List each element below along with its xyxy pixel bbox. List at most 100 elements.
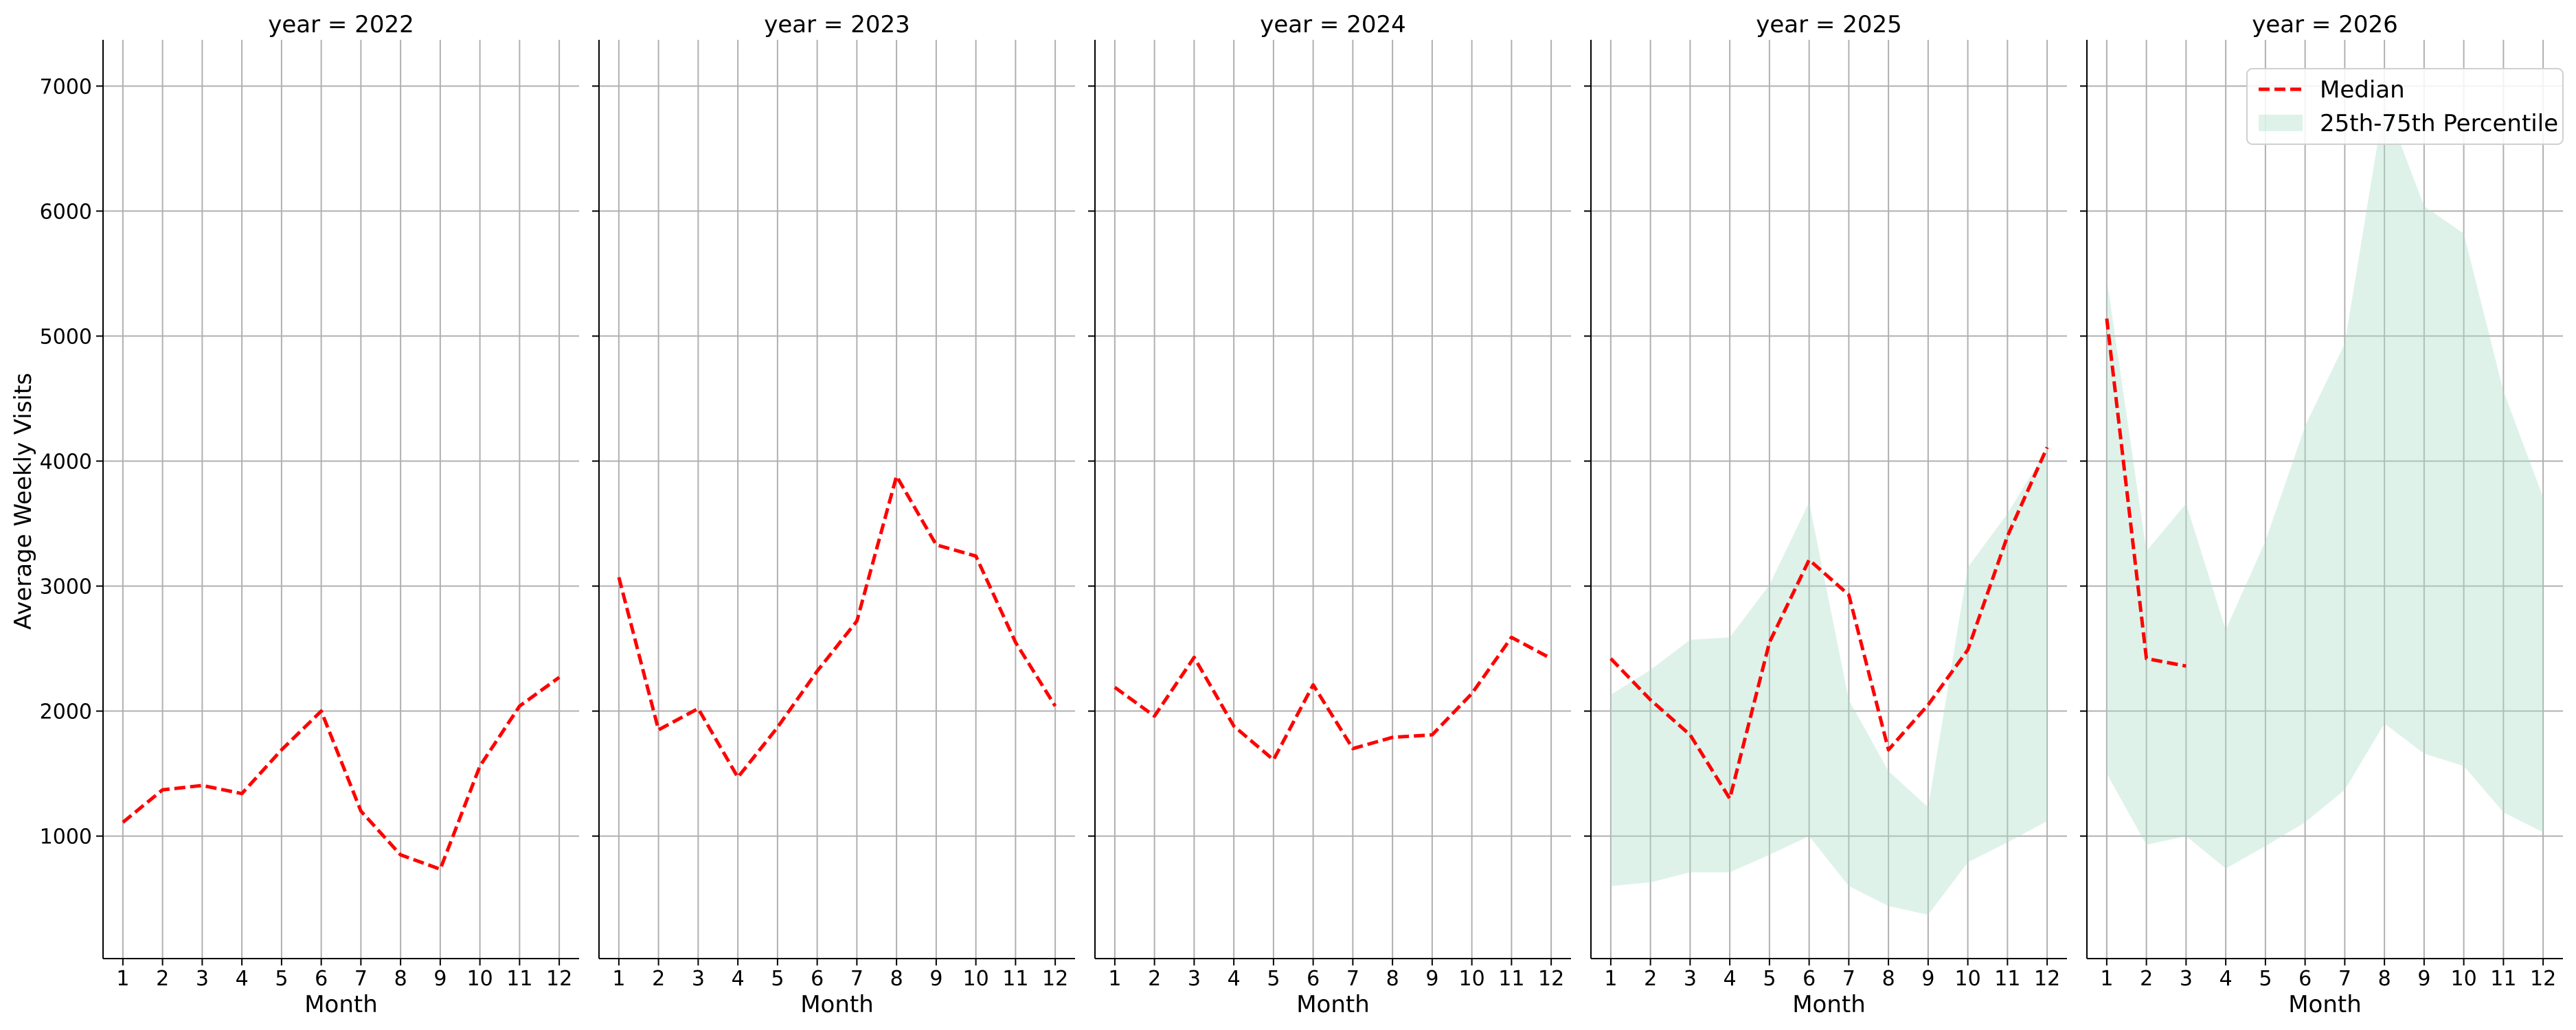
x-tick-label: 6 <box>315 967 328 991</box>
grid <box>2087 40 2563 959</box>
y-tick-label: 7000 <box>40 75 92 99</box>
y-axis-label: Average Weekly Visits <box>10 373 37 630</box>
x-tick-label: 7 <box>1346 967 1359 991</box>
grid <box>599 40 1075 959</box>
facet-title: year = 2024 <box>1260 11 1405 38</box>
percentile-band <box>2106 101 2544 869</box>
percentile-band <box>1610 448 2048 915</box>
facet-title: year = 2022 <box>268 11 414 38</box>
x-tick-label: 12 <box>2530 967 2556 991</box>
x-tick-label: 8 <box>1386 967 1399 991</box>
panels: 1 2 3 4 5 6 7 8 9 10 11 121000200030004000500060007… <box>40 11 2563 1018</box>
x-tick-label: 3 <box>2180 967 2193 991</box>
legend-median-label: Median <box>2320 76 2405 104</box>
x-tick-label: 7 <box>354 967 368 991</box>
x-tick-label: 4 <box>732 967 745 991</box>
x-axis-label: Month <box>1792 991 1866 1018</box>
x-axis-label: Month <box>800 991 874 1018</box>
legend-band-swatch <box>2259 115 2303 131</box>
legend-frame <box>2246 68 2564 145</box>
x-tick-label: 12 <box>546 967 572 991</box>
x-tick-label: 5 <box>1763 967 1776 991</box>
x-tick-label: 2 <box>652 967 665 991</box>
x-tick-label: 11 <box>1002 967 1028 991</box>
x-tick-label: 8 <box>394 967 407 991</box>
grid <box>103 40 579 959</box>
x-tick-label: 1 <box>1604 967 1617 991</box>
median-line <box>617 474 1057 779</box>
facet-title: year = 2025 <box>1756 11 1901 38</box>
legend: Median 25th-75th Percentile <box>2246 68 2564 145</box>
x-tick-label: 8 <box>2378 967 2391 991</box>
x-tick-label: 4 <box>1724 967 1737 991</box>
median-line <box>122 676 561 871</box>
median-line <box>1609 446 2049 801</box>
x-tick-label: 11 <box>1498 967 1524 991</box>
median-line <box>1114 635 1552 762</box>
x-tick-label: 5 <box>275 967 288 991</box>
x-tick-label: 9 <box>2417 967 2430 991</box>
x-axis-label: Month <box>304 991 378 1018</box>
x-tick-label: 9 <box>433 967 447 991</box>
x-axis-label: Month <box>1296 991 1370 1018</box>
x-tick-label: 5 <box>771 967 784 991</box>
grid <box>1095 40 1571 959</box>
x-tick-label: 12 <box>1042 967 1068 991</box>
x-tick-label: 12 <box>2034 967 2060 991</box>
legend-band-label: 25th-75th Percentile <box>2320 110 2558 137</box>
x-tick-label: 3 <box>1684 967 1697 991</box>
facet-title: year = 2026 <box>2252 11 2397 38</box>
facet-panel-1: 1 2 3 4 5 6 7 8 9 10 11 121000200030004000500060007… <box>40 11 579 1018</box>
x-axis-label: Month <box>2288 991 2362 1018</box>
x-tick-label: 4 <box>2219 967 2233 991</box>
x-tick-label: 10 <box>963 967 989 991</box>
x-tick-label: 1 <box>612 967 625 991</box>
median-line <box>2105 318 2187 668</box>
x-tick-label: 10 <box>1955 967 1981 991</box>
x-tick-label: 2 <box>2140 967 2153 991</box>
x-tick-label: 1 <box>2100 967 2113 991</box>
y-tick-label: 5000 <box>40 325 92 349</box>
x-tick-label: 11 <box>2490 967 2516 991</box>
x-tick-label: 2 <box>1148 967 1161 991</box>
x-tick-label: 6 <box>2298 967 2312 991</box>
x-tick-label: 11 <box>1994 967 2020 991</box>
facet-title: year = 2023 <box>764 11 909 38</box>
x-tick-label: 5 <box>2259 967 2272 991</box>
x-tick-label: 1 <box>116 967 129 991</box>
x-tick-label: 8 <box>890 967 903 991</box>
x-tick-label: 6 <box>811 967 824 991</box>
x-tick-label: 9 <box>1425 967 1438 991</box>
x-tick-label: 10 <box>2451 967 2477 991</box>
x-tick-label: 3 <box>196 967 209 991</box>
x-tick-label: 4 <box>236 967 249 991</box>
y-tick-label: 6000 <box>40 200 92 224</box>
x-tick-label: 6 <box>1803 967 1816 991</box>
x-tick-label: 12 <box>1538 967 1564 991</box>
y-tick-label: 2000 <box>40 700 92 724</box>
x-tick-label: 6 <box>1307 967 1320 991</box>
x-tick-label: 10 <box>1459 967 1485 991</box>
grid <box>1591 40 2067 959</box>
x-tick-label: 7 <box>2338 967 2351 991</box>
x-tick-label: 4 <box>1228 967 1241 991</box>
y-tick-label: 3000 <box>40 575 92 599</box>
x-tick-label: 3 <box>692 967 705 991</box>
x-tick-label: 7 <box>1842 967 1855 991</box>
x-tick-label: 1 <box>1108 967 1121 991</box>
x-tick-label: 2 <box>156 967 169 991</box>
y-tick-label: 4000 <box>40 450 92 474</box>
x-tick-label: 10 <box>467 967 493 991</box>
y-tick-label: 1000 <box>40 825 92 849</box>
x-tick-label: 8 <box>1882 967 1895 991</box>
x-tick-label: 3 <box>1188 967 1201 991</box>
x-tick-label: 2 <box>1644 967 1657 991</box>
x-tick-label: 9 <box>1921 967 1934 991</box>
x-tick-label: 7 <box>850 967 863 991</box>
x-tick-label: 9 <box>929 967 942 991</box>
